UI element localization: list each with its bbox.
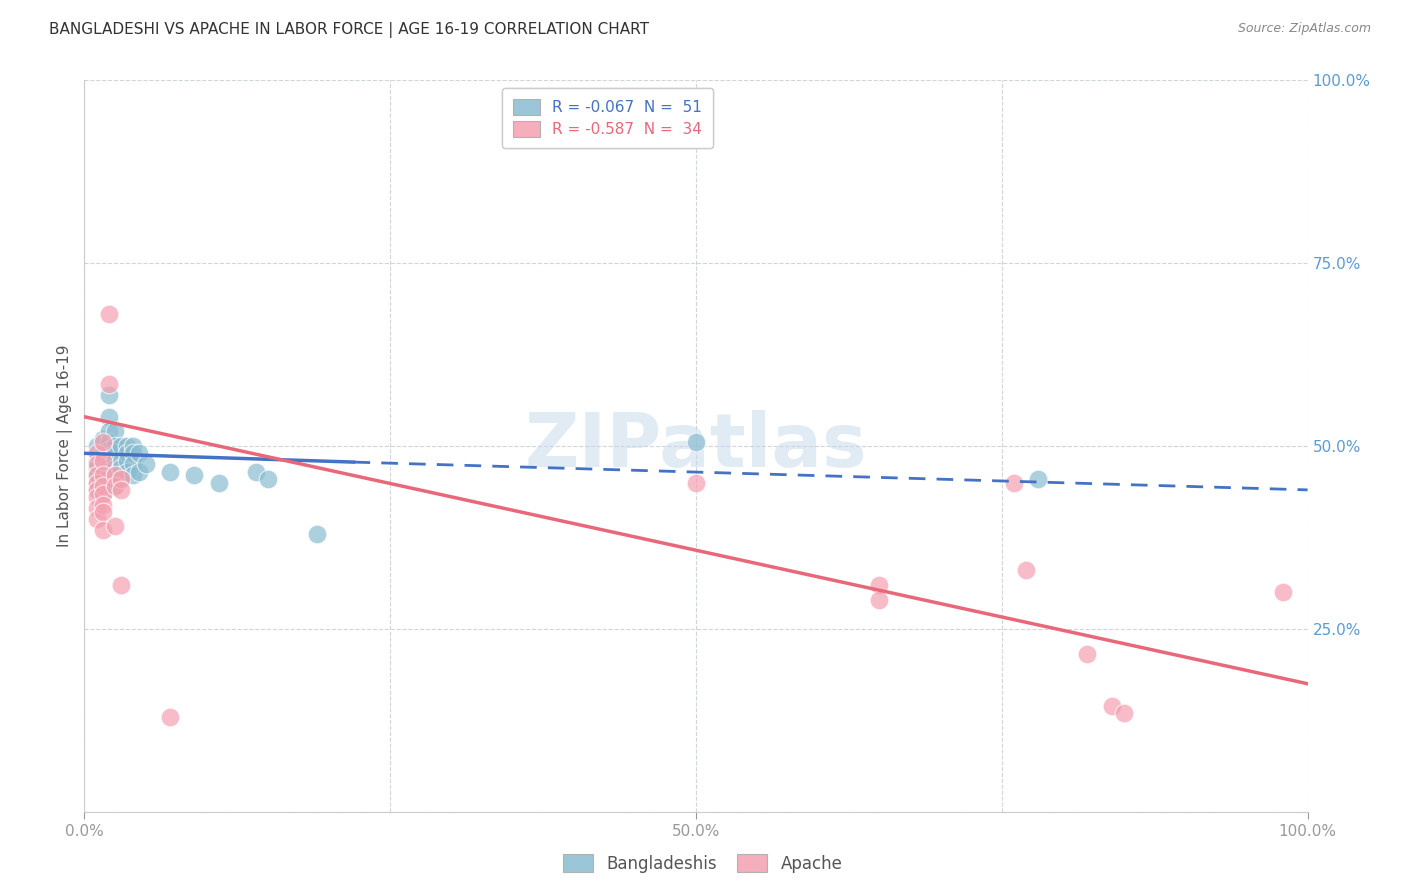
Point [86,468,108,483]
Point [183,468,205,483]
Point [86,483,108,497]
Point [86,446,108,460]
Point [104,479,127,493]
Point [86,501,108,516]
Point [91,453,114,467]
Point [135,458,157,472]
Point [110,472,132,486]
Point [115,465,138,479]
Point [86,475,108,490]
Point [685,475,707,490]
Point [122,458,145,472]
Point [97,435,120,450]
Text: Source: ZipAtlas.com: Source: ZipAtlas.com [1237,22,1371,36]
Point [1101,698,1123,713]
Text: ZIPatlas: ZIPatlas [524,409,868,483]
Point [91,435,114,450]
Point [86,468,108,483]
Point [1076,648,1098,662]
Point [110,461,132,475]
Legend: R = -0.067  N =  51, R = -0.587  N =  34: R = -0.067 N = 51, R = -0.587 N = 34 [502,88,713,148]
Point [104,453,127,467]
Point [104,446,127,460]
Point [159,465,181,479]
Point [91,498,114,512]
Point [128,446,150,460]
Point [104,479,127,493]
Point [1002,475,1025,490]
Point [1114,706,1136,720]
Point [159,709,181,723]
Point [110,472,132,486]
Point [115,446,138,460]
Point [91,468,114,483]
Point [91,465,114,479]
Point [97,465,120,479]
Point [1028,472,1050,486]
Point [110,453,132,467]
Point [1272,585,1295,599]
Point [110,578,132,592]
Point [104,439,127,453]
Point [122,439,145,453]
Point [97,442,120,457]
Point [104,425,127,439]
Point [104,461,127,475]
Point [97,458,120,472]
Point [869,578,891,592]
Point [97,307,120,321]
Point [257,472,280,486]
Point [91,486,114,500]
Point [86,475,108,490]
Point [97,376,120,391]
Point [305,526,328,541]
Point [86,483,108,497]
Point [86,512,108,526]
Point [91,472,114,486]
Point [97,450,120,464]
Point [110,483,132,497]
Point [115,439,138,453]
Y-axis label: In Labor Force | Age 16-19: In Labor Force | Age 16-19 [58,344,73,548]
Point [104,519,127,533]
Legend: Bangladeshis, Apache: Bangladeshis, Apache [557,847,849,880]
Point [91,446,114,460]
Point [91,432,114,446]
Point [86,439,108,453]
Point [104,468,127,483]
Point [86,490,108,504]
Point [86,458,108,472]
Point [869,592,891,607]
Point [1015,563,1038,577]
Point [91,479,114,493]
Point [97,425,120,439]
Point [115,453,138,467]
Point [91,523,114,537]
Point [245,465,267,479]
Point [86,453,108,467]
Point [122,446,145,460]
Point [97,388,120,402]
Point [110,439,132,453]
Point [86,461,108,475]
Text: BANGLADESHI VS APACHE IN LABOR FORCE | AGE 16-19 CORRELATION CHART: BANGLADESHI VS APACHE IN LABOR FORCE | A… [49,22,650,38]
Point [97,409,120,424]
Point [91,486,114,500]
Point [122,468,145,483]
Point [208,475,231,490]
Point [128,465,150,479]
Point [91,458,114,472]
Point [685,435,707,450]
Point [91,505,114,519]
Point [104,468,127,483]
Point [91,479,114,493]
